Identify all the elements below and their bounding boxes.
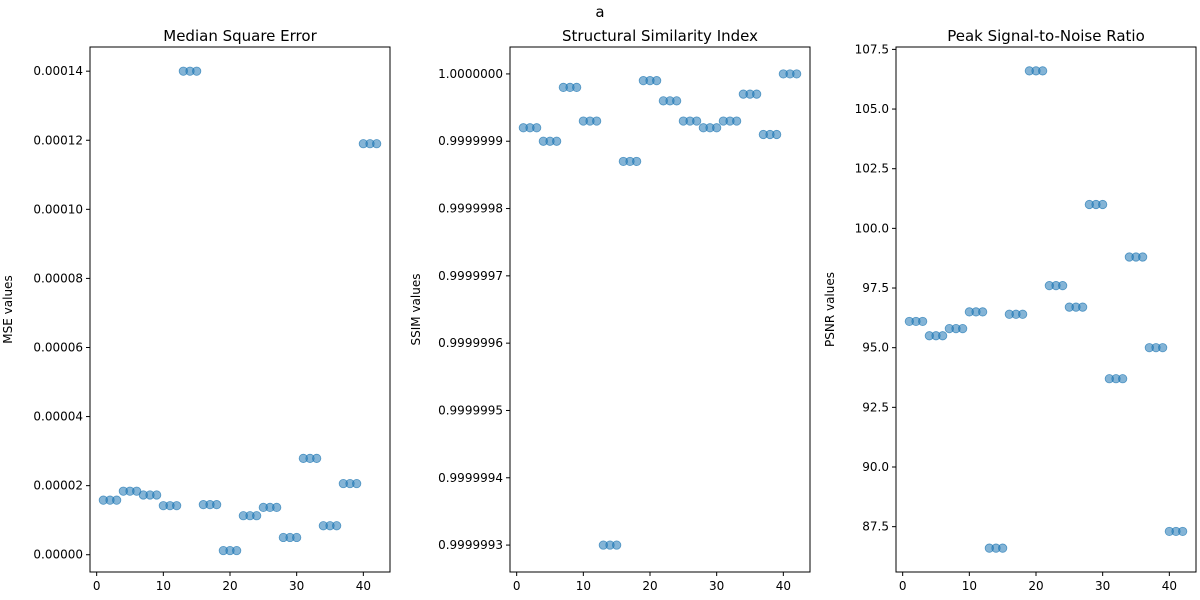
y-tick-label: 87.5 bbox=[862, 520, 889, 534]
axes-frame bbox=[895, 46, 1197, 573]
y-tick-label: 0.00000 bbox=[33, 548, 83, 562]
y-tick-label: 0.9999996 bbox=[438, 336, 503, 350]
x-tick-label: 40 bbox=[1162, 579, 1177, 593]
data-point bbox=[152, 490, 162, 500]
data-point bbox=[712, 123, 722, 133]
figure-suptitle: a bbox=[595, 3, 604, 21]
y-tick-label: 0.00002 bbox=[33, 479, 83, 493]
data-point bbox=[172, 501, 182, 511]
y-tick-label: 0.00014 bbox=[33, 64, 83, 78]
y-axis-label: PSNR values bbox=[823, 272, 837, 347]
y-tick-label: 0.00008 bbox=[33, 271, 83, 285]
data-point bbox=[1138, 252, 1148, 262]
x-tick-label: 20 bbox=[1028, 579, 1043, 593]
data-point bbox=[672, 96, 682, 106]
y-tick-label: 0.9999998 bbox=[438, 202, 503, 216]
y-tick-label: 105.0 bbox=[855, 102, 889, 116]
y-tick-label: 97.5 bbox=[862, 281, 889, 295]
x-tick-label: 0 bbox=[513, 579, 521, 593]
y-axis-label: MSE values bbox=[1, 275, 15, 343]
data-point bbox=[272, 502, 282, 513]
data-point bbox=[1078, 302, 1088, 312]
data-point bbox=[998, 543, 1008, 553]
data-point bbox=[592, 116, 602, 126]
data-point bbox=[332, 521, 342, 531]
data-point bbox=[532, 123, 542, 133]
y-tick-label: 0.9999994 bbox=[438, 471, 503, 485]
data-point bbox=[918, 316, 928, 327]
x-tick-label: 20 bbox=[222, 579, 237, 593]
x-tick-label: 0 bbox=[899, 579, 907, 593]
data-point bbox=[312, 453, 322, 463]
y-tick-label: 0.9999999 bbox=[438, 134, 503, 148]
data-point bbox=[1038, 66, 1048, 76]
y-tick-label: 90.0 bbox=[862, 460, 889, 474]
panel-title: Structural Similarity Index bbox=[562, 27, 758, 45]
data-point bbox=[252, 511, 262, 521]
data-point bbox=[752, 89, 762, 99]
data-point bbox=[652, 76, 662, 86]
y-tick-label: 0.00010 bbox=[33, 202, 83, 216]
data-point bbox=[692, 116, 702, 126]
data-point bbox=[232, 545, 242, 556]
y-tick-label: 0.9999995 bbox=[438, 403, 503, 417]
data-point bbox=[1158, 343, 1168, 353]
data-point bbox=[958, 323, 968, 334]
data-point bbox=[352, 478, 362, 489]
data-point bbox=[1058, 281, 1068, 291]
x-tick-label: 10 bbox=[576, 579, 591, 593]
x-tick-label: 40 bbox=[356, 579, 371, 593]
x-tick-label: 0 bbox=[93, 579, 101, 593]
data-point bbox=[112, 495, 122, 505]
data-point bbox=[772, 129, 782, 140]
data-point bbox=[572, 82, 582, 92]
y-tick-label: 100.0 bbox=[855, 221, 889, 235]
data-point bbox=[1118, 374, 1128, 384]
data-point bbox=[612, 540, 622, 550]
y-tick-label: 107.5 bbox=[855, 42, 889, 56]
data-point bbox=[732, 116, 742, 126]
data-point bbox=[292, 532, 302, 543]
data-point bbox=[632, 156, 642, 167]
y-tick-label: 1.0000000 bbox=[438, 67, 503, 81]
x-tick-label: 30 bbox=[1095, 579, 1110, 593]
data-point bbox=[372, 139, 382, 149]
data-point bbox=[938, 331, 948, 341]
axes-frame bbox=[89, 46, 391, 573]
x-tick-label: 30 bbox=[289, 579, 304, 593]
data-point bbox=[1098, 199, 1108, 210]
y-tick-label: 95.0 bbox=[862, 341, 889, 355]
y-tick-label: 0.00006 bbox=[33, 340, 83, 354]
data-point bbox=[212, 500, 222, 510]
y-tick-label: 102.5 bbox=[855, 162, 889, 176]
y-tick-label: 92.5 bbox=[862, 400, 889, 414]
panel-3: Peak Signal-to-Noise Ratio PSNR values 0 10… bbox=[823, 27, 1197, 593]
y-tick-label: 0.00004 bbox=[33, 410, 83, 424]
y-axis-label: SSIM values bbox=[409, 274, 423, 346]
x-tick-label: 10 bbox=[962, 579, 977, 593]
data-point bbox=[978, 307, 988, 317]
y-tick-label: 0.00012 bbox=[33, 133, 83, 147]
data-point bbox=[1018, 309, 1028, 319]
panel-title: Median Square Error bbox=[163, 27, 317, 45]
x-tick-label: 10 bbox=[156, 579, 171, 593]
y-tick-label: 0.9999993 bbox=[438, 538, 503, 552]
axes-frame bbox=[509, 46, 811, 573]
data-point bbox=[552, 136, 562, 146]
x-tick-label: 40 bbox=[776, 579, 791, 593]
panel-2: Structural Similarity Index SSIM values 0 1… bbox=[409, 27, 811, 593]
data-point bbox=[1178, 526, 1188, 537]
x-tick-label: 30 bbox=[709, 579, 724, 593]
panel-title: Peak Signal-to-Noise Ratio bbox=[947, 27, 1145, 45]
data-point bbox=[192, 66, 202, 76]
panel-1: Median Square Error MSE values 0 10 20 30 40 0.… bbox=[1, 27, 391, 593]
y-tick-label: 0.9999997 bbox=[438, 269, 503, 283]
x-tick-label: 20 bbox=[642, 579, 657, 593]
data-point bbox=[792, 69, 802, 79]
